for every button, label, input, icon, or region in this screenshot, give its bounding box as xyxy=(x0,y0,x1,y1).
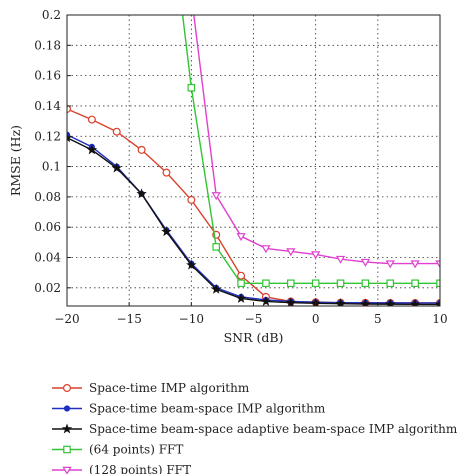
data-point-64-points-fft xyxy=(262,279,270,288)
x-tick-label: −10 xyxy=(179,312,204,326)
data-point-128-points-fft xyxy=(360,258,371,267)
data-point-space-time-beam-space-adaptive-beam-space-imp-algorithm xyxy=(385,298,396,306)
data-point-128-points-fft xyxy=(435,260,440,269)
legend-label: Space-time beam-space IMP algorithm xyxy=(89,402,326,416)
y-tick-label: 0.04 xyxy=(34,251,61,265)
data-point-128-points-fft xyxy=(335,255,346,264)
data-point-128-points-fft xyxy=(286,248,296,257)
y-tick-label: 0.08 xyxy=(34,190,61,204)
legend-label: Space-time beam-space adaptive beam-spac… xyxy=(89,422,458,436)
y-axis-label: RMSE (Hz) xyxy=(8,125,23,196)
series-128-points-fft xyxy=(193,15,440,269)
legend: Space-time IMP algorithm Space-time beam-… xyxy=(52,381,458,474)
legend-marker xyxy=(61,423,73,434)
y-tick-label: 0.18 xyxy=(34,38,61,52)
legend-marker xyxy=(62,384,71,393)
axis-ticks: −20 −15 −10 −5 0 5 10 0.02 0.04 0.06 0.08 0.1 0.12 0.… xyxy=(34,8,447,326)
data-point-128-points-fft xyxy=(211,192,221,201)
data-point-128-points-fft xyxy=(311,251,321,260)
data-point-space-time-beam-space-adaptive-beam-space-imp-algorithm xyxy=(136,188,147,199)
data-point-space-time-beam-space-adaptive-beam-space-imp-algorithm xyxy=(285,297,297,306)
data-point-64-points-fft xyxy=(311,279,320,288)
data-point-64-points-fft xyxy=(386,279,395,288)
data-point-space-time-imp-algorithm xyxy=(137,145,146,154)
legend-label: Space-time IMP algorithm xyxy=(89,381,250,395)
data-point-space-time-beam-space-adaptive-beam-space-imp-algorithm xyxy=(111,162,122,173)
series-layer xyxy=(67,15,440,306)
y-tick-label: 0.2 xyxy=(42,8,61,22)
legend-item-space-time-imp-algorithm: Space-time IMP algorithm xyxy=(52,381,250,395)
data-point-space-time-beam-space-adaptive-beam-space-imp-algorithm xyxy=(434,299,440,306)
legend-item-128-points-fft: (128 points) FFT xyxy=(52,463,191,474)
data-point-128-points-fft xyxy=(385,260,395,269)
y-tick-label: 0.06 xyxy=(34,220,61,234)
data-point-64-points-fft xyxy=(361,279,370,288)
series-line-space-time-beam-space-adaptive-beam-space-imp-algorithm xyxy=(67,137,440,306)
data-point-space-time-beam-space-adaptive-beam-space-imp-algorithm xyxy=(86,144,98,155)
data-point-space-time-imp-algorithm xyxy=(112,127,121,136)
legend-marker xyxy=(63,405,71,412)
x-tick-label: 10 xyxy=(432,312,447,326)
legend-item-64-points-fft: (64 points) FFT xyxy=(52,443,183,457)
data-point-space-time-beam-space-adaptive-beam-space-imp-algorithm xyxy=(235,292,247,303)
data-point-128-points-fft xyxy=(410,260,420,269)
legend-item-space-time-beam-space-imp-algorithm: Space-time beam-space IMP algorithm xyxy=(52,402,326,416)
data-point-space-time-beam-space-adaptive-beam-space-imp-algorithm xyxy=(260,295,272,306)
data-point-space-time-imp-algorithm xyxy=(67,104,71,113)
data-point-space-time-imp-algorithm xyxy=(187,195,196,204)
series-line-128-points-fft xyxy=(193,15,440,265)
x-tick-label: 5 xyxy=(374,312,382,326)
legend-marker xyxy=(63,445,71,454)
data-point-space-time-imp-algorithm xyxy=(87,115,96,124)
y-tick-label: 0.16 xyxy=(34,69,61,83)
data-point-space-time-beam-space-adaptive-beam-space-imp-algorithm xyxy=(161,226,172,237)
legend-marker xyxy=(62,466,72,474)
data-point-128-points-fft xyxy=(261,245,271,254)
grid xyxy=(67,15,440,306)
data-point-space-time-imp-algorithm xyxy=(237,271,246,280)
data-point-space-time-beam-space-adaptive-beam-space-imp-algorithm xyxy=(186,259,197,270)
series-64-points-fft xyxy=(181,15,440,288)
x-tick-label: −15 xyxy=(117,312,142,326)
data-point-64-points-fft xyxy=(336,279,345,288)
data-point-64-points-fft xyxy=(237,279,245,288)
data-point-64-points-fft xyxy=(187,83,196,92)
x-tick-label: −20 xyxy=(54,312,79,326)
y-tick-label: 0.12 xyxy=(34,129,61,143)
y-tick-label: 0.02 xyxy=(34,281,61,295)
data-point-space-time-beam-space-adaptive-beam-space-imp-algorithm xyxy=(409,298,421,306)
x-tick-label: 0 xyxy=(312,312,320,326)
data-point-64-points-fft xyxy=(411,279,419,288)
legend-label: (128 points) FFT xyxy=(89,463,191,474)
legend-label: (64 points) FFT xyxy=(89,443,183,457)
legend-item-space-time-beam-space-adaptive-beam-space-imp-algorithm: Space-time beam-space adaptive beam-spac… xyxy=(52,422,458,436)
x-tick-label: −5 xyxy=(245,312,263,326)
series-line-space-time-imp-algorithm xyxy=(67,108,440,304)
data-point-64-points-fft xyxy=(287,279,295,288)
data-point-64-points-fft xyxy=(212,243,221,251)
data-point-space-time-imp-algorithm xyxy=(162,168,171,177)
y-tick-label: 0.1 xyxy=(42,160,61,174)
data-point-space-time-beam-space-adaptive-beam-space-imp-algorithm xyxy=(211,283,222,294)
y-tick-label: 0.14 xyxy=(34,99,61,113)
x-axis-label: SNR (dB) xyxy=(224,330,284,345)
data-point-128-points-fft xyxy=(236,233,246,242)
series-line-64-points-fft xyxy=(181,15,440,284)
